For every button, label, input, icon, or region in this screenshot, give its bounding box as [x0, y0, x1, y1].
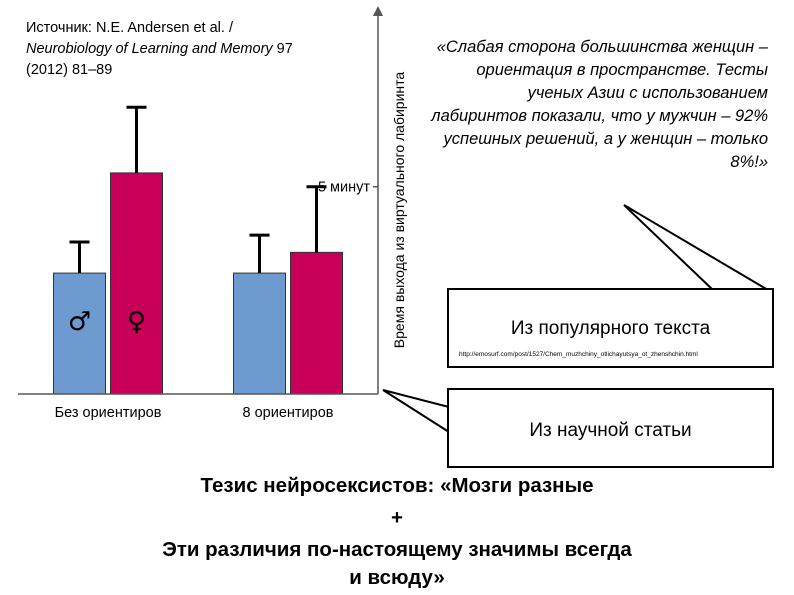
thesis-line-3: Эти различия по-настоящему значимы всегд…: [162, 538, 632, 561]
thesis-plus: +: [391, 506, 403, 529]
labels-layer: ♂ ♀ Без ориентиров 8 ориентиров Время выхода…: [55, 72, 407, 421]
bar-1-0: [233, 272, 286, 395]
y-axis-label: Время выхода из виртуального лабиринта: [391, 72, 407, 349]
scientific-callout-title: Из научной статьи: [529, 420, 692, 441]
source-citation: Источник: N.E. Andersen et al. / Neurobi…: [26, 18, 296, 81]
y-tick-label-0: 5 минут: [318, 180, 370, 196]
bar-1-1: [290, 251, 343, 395]
scientific-article-callout: Из научной статьи: [447, 388, 774, 468]
category-label-1: 8 ориентиров: [243, 405, 334, 421]
bars-layer: [53, 105, 343, 395]
bar-0-0: [53, 272, 106, 395]
popular-source-url[interactable]: http://emosurf.com/post/1527/Chem_muzhch…: [459, 351, 698, 358]
popular-text-callout: Из популярного текста http://emosurf.com…: [447, 288, 774, 368]
popular-quote: «Слабая сторона большинства женщин – ори…: [431, 38, 768, 171]
popular-callout-title: Из популярного текста: [510, 318, 711, 339]
ticks-layer: 5 минут: [318, 180, 378, 196]
category-label-0: Без ориентиров: [55, 405, 162, 421]
source-journal: Neurobiology of Learning and Memory: [26, 41, 273, 57]
bar-0-1: [110, 172, 163, 395]
scientific-callout-pointer: [382, 389, 450, 434]
axes-layer: [18, 6, 383, 395]
source-prefix: Источник: N.E. Andersen et al. /: [26, 20, 233, 36]
thesis-line-4: и всюду»: [349, 566, 445, 589]
series-symbol-0: ♂: [68, 307, 91, 337]
series-symbol-1: ♀: [127, 307, 146, 337]
popular-callout-pointer: [623, 204, 772, 291]
thesis-line-1: Тезис нейросексистов: «Мозги разные: [200, 474, 594, 497]
source-suffix: 97 (2012) 81–89: [26, 41, 293, 78]
y-axis-arrow: [373, 6, 383, 16]
